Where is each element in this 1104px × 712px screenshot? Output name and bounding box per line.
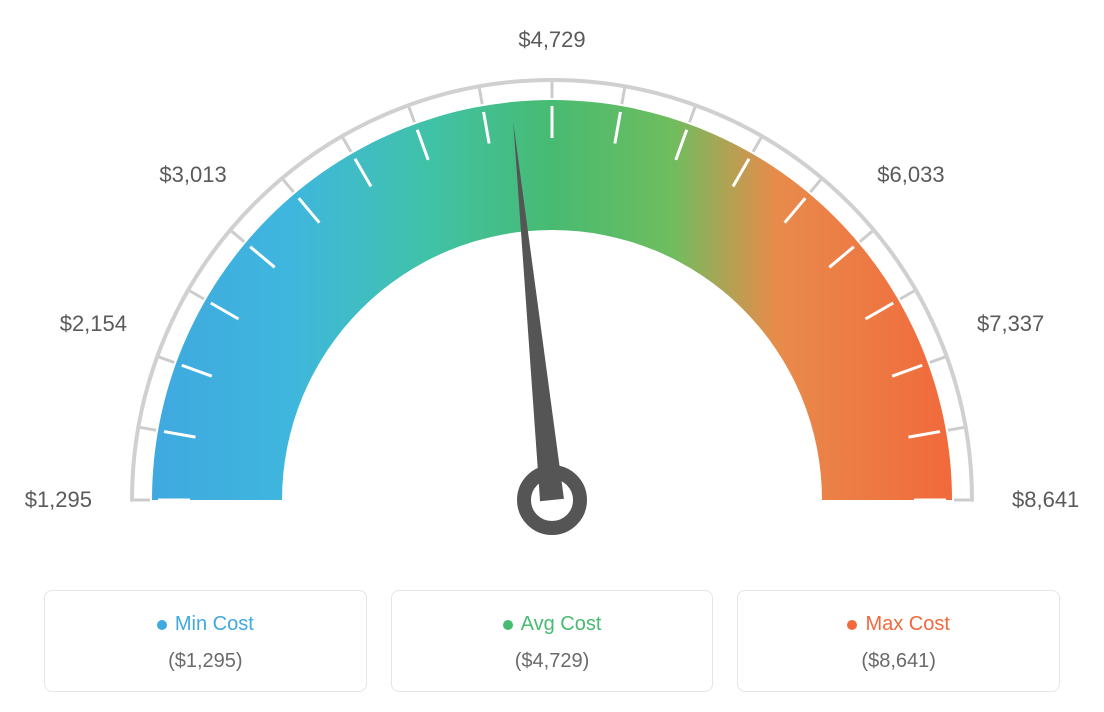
legend-dot-avg <box>503 620 513 630</box>
legend-title-min-text: Min Cost <box>175 613 254 636</box>
legend-card-min: Min Cost ($1,295) <box>44 590 367 692</box>
legend-value-min: ($1,295) <box>55 650 356 673</box>
legend-row: Min Cost ($1,295) Avg Cost ($4,729) Max … <box>20 590 1084 692</box>
gauge-svg <box>20 20 1084 560</box>
cost-gauge-chart: $1,295$2,154$3,013$4,729$6,033$7,337$8,6… <box>20 20 1084 692</box>
legend-card-max: Max Cost ($8,641) <box>737 590 1060 692</box>
gauge-svg-wrap: $1,295$2,154$3,013$4,729$6,033$7,337$8,6… <box>20 20 1084 560</box>
legend-value-avg: ($4,729) <box>402 650 703 673</box>
legend-title-min: Min Cost <box>157 613 254 636</box>
legend-dot-max <box>847 620 857 630</box>
legend-card-avg: Avg Cost ($4,729) <box>391 590 714 692</box>
legend-title-max: Max Cost <box>847 613 949 636</box>
legend-dot-min <box>157 620 167 630</box>
legend-value-max: ($8,641) <box>748 650 1049 673</box>
legend-title-avg: Avg Cost <box>503 613 602 636</box>
legend-title-max-text: Max Cost <box>865 613 949 636</box>
legend-title-avg-text: Avg Cost <box>521 613 602 636</box>
